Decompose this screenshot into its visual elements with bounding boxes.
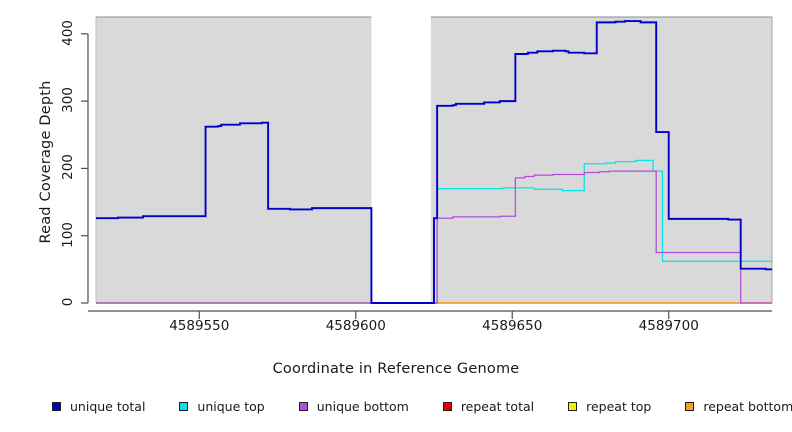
legend-item-repeat-top[interactable]: repeat top xyxy=(568,396,651,416)
x-tick-label: 4589550 xyxy=(169,318,230,334)
y-tick-label: 100 xyxy=(60,221,76,248)
legend-label: unique bottom xyxy=(316,398,409,414)
legend-swatch-icon xyxy=(685,401,695,411)
legend-item-repeat-total[interactable]: repeat total xyxy=(442,396,535,416)
series-unique-bottom xyxy=(96,170,772,304)
legend-swatch-icon xyxy=(568,401,578,411)
legend-item-unique-top[interactable]: unique top xyxy=(179,396,265,416)
legend-label: unique total xyxy=(70,398,146,414)
legend-item-repeat-bottom[interactable]: repeat bottom xyxy=(685,396,792,416)
legend-swatch-icon xyxy=(179,401,189,411)
x-tick-label: 4589700 xyxy=(638,318,699,334)
legend-label: unique top xyxy=(197,398,265,414)
y-tick-label: 0 xyxy=(60,297,76,307)
legend-swatch-icon xyxy=(298,401,308,411)
data-series-group xyxy=(96,20,772,304)
legend-label: repeat bottom xyxy=(703,398,792,414)
axis-lines-and-ticks xyxy=(81,33,772,319)
legend-swatch-icon xyxy=(52,401,61,411)
x-tick-label: 4589600 xyxy=(325,318,386,334)
legend-item-unique-bottom[interactable]: unique bottom xyxy=(298,396,409,416)
x-tick-label: 4589650 xyxy=(482,318,543,334)
legend-swatch-icon xyxy=(442,401,452,411)
plot-panel-background xyxy=(95,16,773,303)
legend-label: repeat top xyxy=(586,398,652,414)
y-tick-label: 200 xyxy=(60,154,76,181)
y-axis-title: Read Coverage Depth xyxy=(38,80,54,244)
x-axis-title: Coordinate in Reference Genome xyxy=(272,361,520,377)
y-tick-label: 400 xyxy=(60,19,76,46)
panel-right xyxy=(430,17,772,303)
legend-item-unique-total[interactable]: unique total xyxy=(52,396,145,416)
legend-label: repeat total xyxy=(460,398,535,414)
series-unique-total xyxy=(96,20,772,304)
panel-left xyxy=(96,17,372,303)
chart-legend: unique total unique top unique bottom repea… xyxy=(0,396,792,418)
y-tick-label: 300 xyxy=(60,87,76,113)
